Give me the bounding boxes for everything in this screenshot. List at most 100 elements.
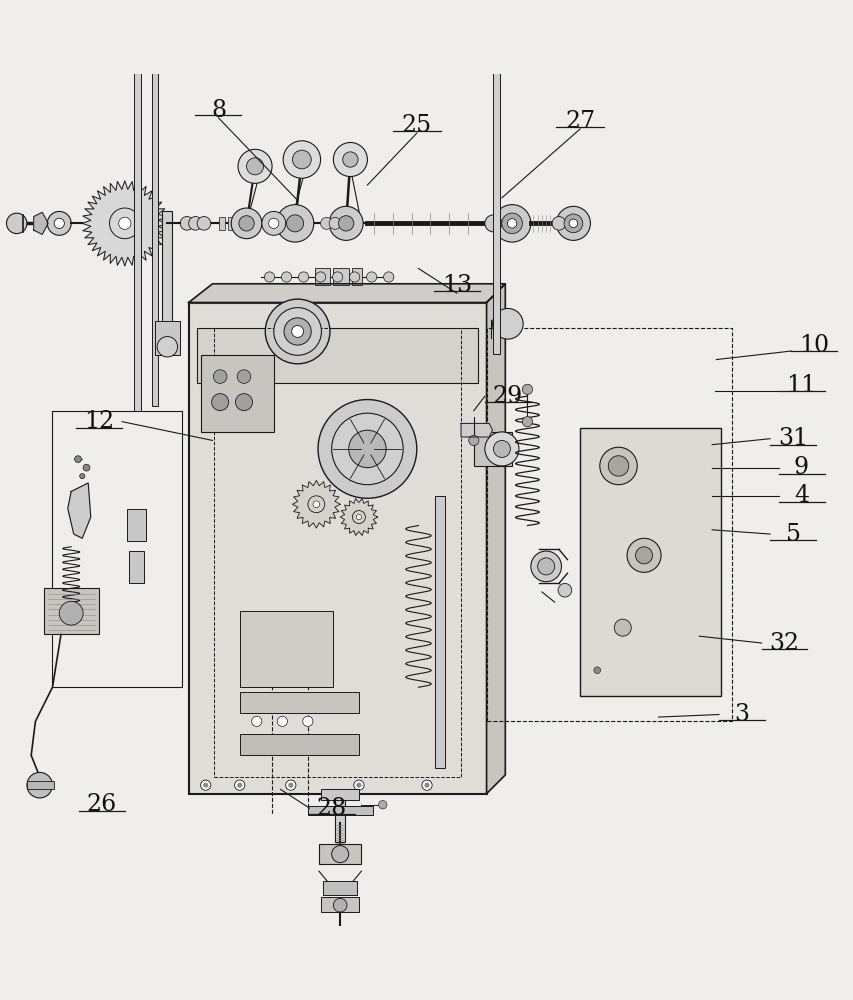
Circle shape (537, 558, 554, 575)
Circle shape (568, 219, 577, 228)
Circle shape (366, 272, 376, 282)
Circle shape (485, 215, 502, 232)
Circle shape (563, 214, 582, 233)
Bar (127, 509, 146, 541)
Text: 5: 5 (785, 523, 799, 546)
Circle shape (352, 511, 365, 524)
Circle shape (331, 413, 403, 485)
Polygon shape (339, 499, 377, 535)
Text: 27: 27 (565, 110, 595, 133)
Bar (236, 217, 242, 230)
Bar (493, 0, 500, 354)
Bar (219, 217, 225, 230)
Circle shape (54, 218, 64, 228)
Circle shape (231, 208, 262, 239)
Circle shape (339, 422, 394, 476)
Circle shape (79, 474, 84, 479)
Bar (240, 611, 333, 687)
Bar (201, 355, 274, 432)
Circle shape (607, 456, 628, 476)
Bar (321, 897, 358, 912)
Bar (434, 496, 444, 768)
Circle shape (593, 667, 600, 674)
Bar (314, 268, 329, 285)
Circle shape (286, 780, 296, 790)
Circle shape (180, 217, 194, 230)
Circle shape (493, 440, 510, 457)
Bar (44, 588, 99, 634)
Circle shape (556, 206, 589, 240)
Circle shape (252, 716, 262, 726)
Polygon shape (67, 483, 90, 538)
Circle shape (613, 619, 630, 636)
Circle shape (269, 218, 279, 228)
Bar (152, 32, 158, 406)
Bar (307, 806, 372, 815)
Circle shape (355, 437, 380, 461)
Circle shape (27, 772, 52, 798)
Circle shape (507, 219, 516, 228)
Circle shape (289, 323, 305, 340)
Bar (189, 303, 486, 794)
Circle shape (342, 152, 357, 167)
Bar (322, 881, 357, 895)
Circle shape (237, 370, 251, 383)
Circle shape (157, 337, 177, 357)
Circle shape (235, 780, 245, 790)
Circle shape (312, 501, 319, 508)
Circle shape (262, 211, 286, 235)
Circle shape (292, 325, 303, 337)
Circle shape (189, 217, 202, 230)
Circle shape (493, 205, 531, 242)
Bar (351, 268, 362, 285)
Bar (334, 796, 345, 842)
Circle shape (59, 601, 83, 625)
Text: 25: 25 (401, 114, 432, 137)
Bar (579, 428, 720, 696)
Bar (154, 321, 180, 355)
Circle shape (320, 217, 332, 229)
Circle shape (47, 211, 71, 235)
Bar (27, 781, 54, 789)
Circle shape (302, 716, 312, 726)
Circle shape (332, 272, 342, 282)
Circle shape (333, 142, 367, 177)
Circle shape (276, 205, 313, 242)
Text: 28: 28 (316, 797, 346, 820)
Circle shape (235, 394, 252, 411)
Circle shape (288, 783, 293, 788)
Circle shape (213, 370, 227, 383)
Circle shape (378, 800, 386, 809)
Circle shape (109, 208, 140, 239)
Circle shape (287, 215, 303, 232)
Circle shape (331, 939, 348, 956)
Circle shape (599, 447, 636, 485)
Polygon shape (486, 284, 505, 794)
Circle shape (331, 846, 348, 863)
Text: 26: 26 (87, 793, 117, 816)
Text: 32: 32 (769, 632, 798, 655)
Circle shape (317, 400, 416, 498)
Polygon shape (82, 181, 167, 266)
Circle shape (328, 206, 363, 240)
Circle shape (7, 213, 27, 234)
Circle shape (283, 141, 320, 178)
Circle shape (280, 314, 315, 349)
Bar (321, 789, 358, 800)
Circle shape (277, 716, 287, 726)
Bar (318, 844, 361, 864)
Circle shape (281, 272, 292, 282)
Bar (473, 432, 512, 466)
Text: 8: 8 (211, 99, 226, 122)
Circle shape (552, 217, 565, 230)
Circle shape (247, 158, 264, 175)
Circle shape (74, 456, 81, 463)
Bar (197, 328, 478, 383)
Bar (240, 734, 358, 755)
Text: 11: 11 (786, 374, 815, 397)
Circle shape (468, 435, 479, 446)
Circle shape (635, 547, 652, 564)
Bar (228, 217, 234, 230)
Circle shape (264, 272, 275, 282)
Circle shape (298, 272, 308, 282)
